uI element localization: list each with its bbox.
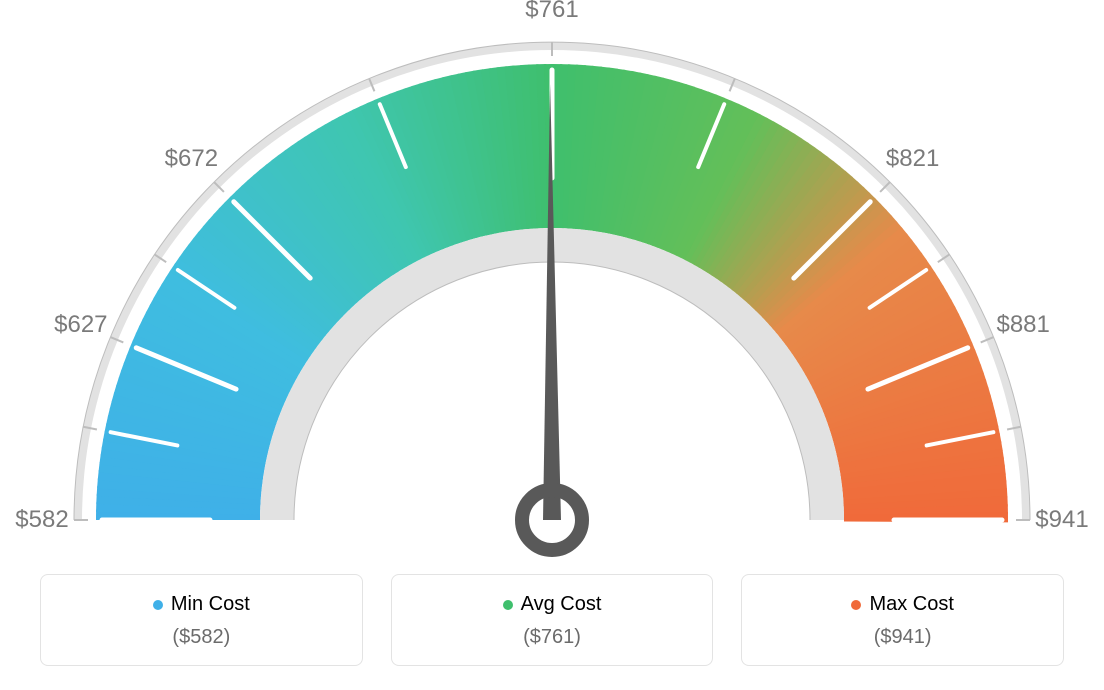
legend-title-min: Min Cost: [153, 593, 250, 616]
legend-value-min: ($582): [51, 626, 352, 649]
legend-dot-avg: [503, 600, 513, 610]
legend-dot-max: [851, 600, 861, 610]
gauge-chart: $582 $627 $672 $761 $821 $881 $941: [0, 0, 1104, 560]
gauge-svg: [0, 0, 1104, 560]
gauge-tick-label: $821: [886, 145, 939, 173]
legend-value-max: ($941): [752, 626, 1053, 649]
legend-title-avg: Avg Cost: [503, 593, 602, 616]
legend-label-avg: Avg Cost: [521, 593, 602, 616]
gauge-tick-label: $582: [15, 506, 68, 534]
gauge-tick-label: $881: [996, 311, 1049, 339]
gauge-tick-label: $941: [1035, 506, 1088, 534]
legend-dot-min: [153, 600, 163, 610]
legend-value-avg: ($761): [402, 626, 703, 649]
legend-card-min: Min Cost ($582): [40, 574, 363, 666]
legend-label-max: Max Cost: [869, 593, 953, 616]
gauge-tick-label: $672: [165, 145, 218, 173]
legend-title-max: Max Cost: [851, 593, 953, 616]
gauge-tick-label: $761: [525, 0, 578, 24]
legend-row: Min Cost ($582) Avg Cost ($761) Max Cost…: [40, 574, 1064, 666]
legend-card-avg: Avg Cost ($761): [391, 574, 714, 666]
legend-label-min: Min Cost: [171, 593, 250, 616]
gauge-tick-label: $627: [54, 311, 107, 339]
legend-card-max: Max Cost ($941): [741, 574, 1064, 666]
